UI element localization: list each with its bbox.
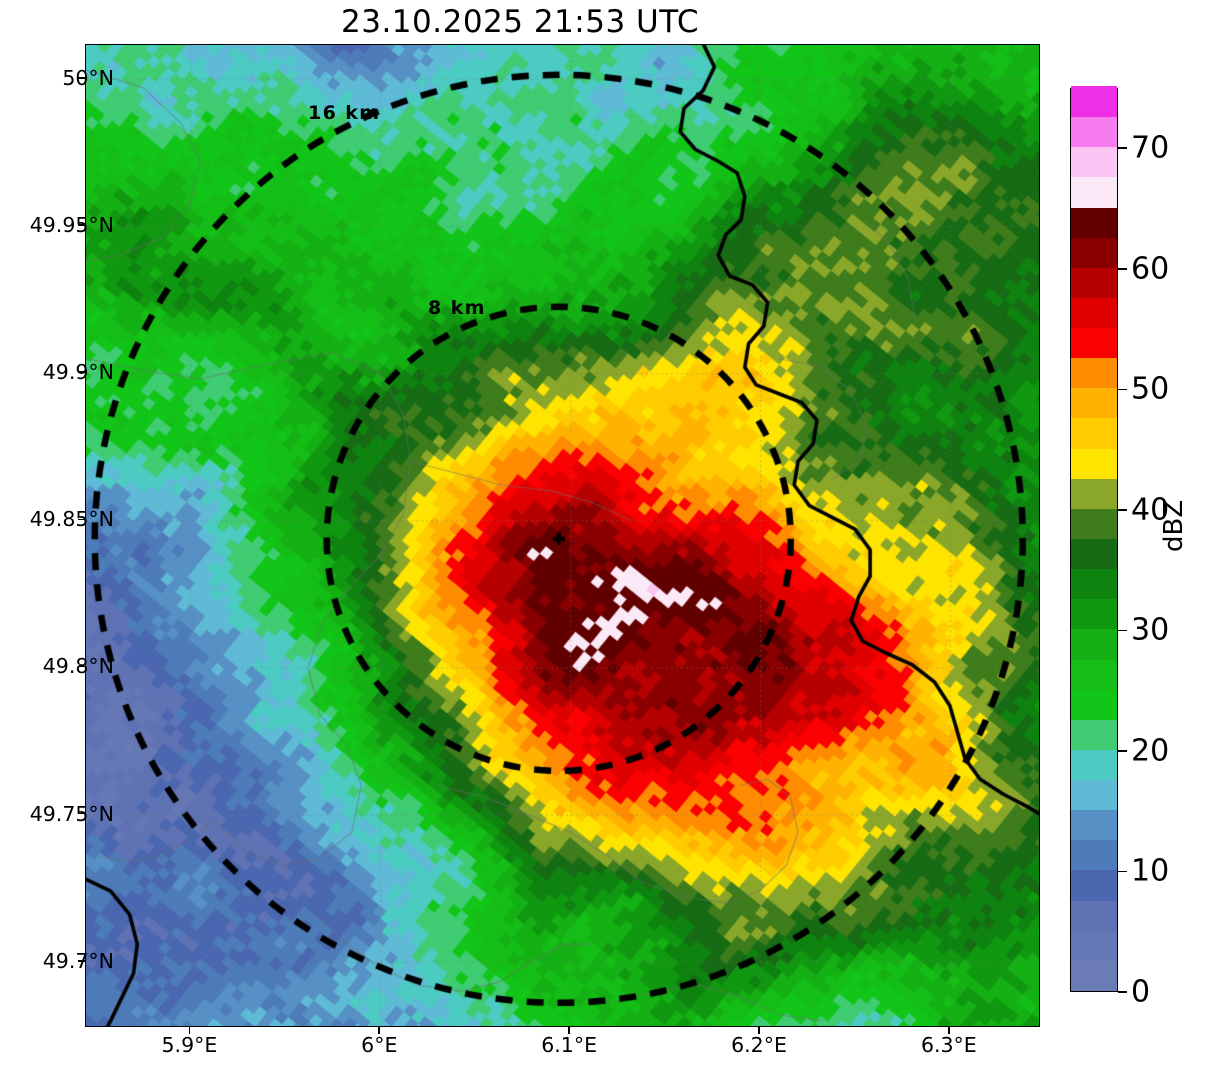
- latitude-tick-mark: [78, 224, 85, 226]
- colorbar-band: [1071, 839, 1117, 871]
- latitude-tick-mark: [78, 518, 85, 521]
- colorbar-band: [1071, 508, 1117, 539]
- colorbar-band: [1071, 568, 1117, 600]
- colorbar-band: [1071, 417, 1117, 449]
- colorbar-band: [1071, 538, 1117, 570]
- colorbar-tick-label: 20: [1131, 733, 1170, 769]
- colorbar-tick-mark: [1118, 268, 1127, 270]
- latitude-tick-mark: [78, 665, 85, 668]
- colorbar-band: [1071, 749, 1117, 781]
- latitude-tick-label: 49.75°N: [29, 801, 114, 826]
- colorbar-band: [1071, 779, 1117, 811]
- longitude-tick-label: 6.2°E: [731, 1033, 787, 1057]
- longitude-tick-mark: [378, 1027, 381, 1034]
- colorbar-band: [1071, 237, 1117, 268]
- colorbar-tick-mark: [1118, 509, 1127, 511]
- latitude-tick-mark: [78, 77, 85, 79]
- colorbar-tick-mark: [1118, 750, 1127, 752]
- colorbar-tick-label: 50: [1131, 371, 1170, 407]
- colorbar-band: [1071, 176, 1117, 208]
- latitude-tick-mark: [78, 959, 85, 962]
- colorbar-band: [1071, 267, 1117, 298]
- colorbar-band: [1071, 689, 1117, 720]
- colorbar-tick-mark: [1118, 147, 1127, 150]
- colorbar-band: [1071, 146, 1117, 178]
- colorbar-band: [1071, 930, 1117, 961]
- colorbar-tick-label: 30: [1131, 612, 1170, 648]
- range-ring-label-16km: 16 km: [308, 102, 381, 124]
- colorbar-tick-label: 60: [1131, 251, 1170, 287]
- radar-plot-area: 16 km 8 km: [85, 44, 1040, 1027]
- latitude-tick-mark: [78, 812, 85, 815]
- latitude-tick-label: 49.95°N: [29, 213, 114, 237]
- longitude-tick-label: 5.9°E: [161, 1033, 218, 1057]
- colorbar-band: [1071, 297, 1117, 329]
- longitude-tick-mark: [188, 1027, 191, 1034]
- colorbar-band: [1071, 960, 1117, 991]
- colorbar-band: [1071, 448, 1117, 479]
- range-ring-label-8km: 8 km: [428, 297, 486, 319]
- colorbar-tick-label: 10: [1131, 853, 1170, 889]
- colorbar-band: [1071, 719, 1117, 750]
- latitude-tick-label: 49.7°N: [42, 948, 114, 973]
- colorbar-band: [1071, 357, 1117, 389]
- colorbar-band: [1071, 628, 1117, 660]
- colorbar-tick-mark: [1118, 870, 1127, 873]
- colorbar-tick-mark: [1118, 991, 1127, 993]
- latitude-tick-label: 49.85°N: [29, 507, 114, 532]
- colorbar-band: [1071, 900, 1117, 931]
- longitude-tick-label: 6.1°E: [541, 1033, 598, 1057]
- latitude-tick-label: 49.9°N: [42, 360, 114, 385]
- colorbar-tick-mark: [1118, 629, 1127, 632]
- colorbar-band: [1071, 598, 1117, 630]
- colorbar-tick-label: 70: [1131, 130, 1170, 166]
- colorbar-band: [1071, 116, 1117, 148]
- latitude-tick-mark: [78, 371, 85, 373]
- colorbar-band: [1071, 327, 1117, 359]
- colorbar-tick-label: 0: [1131, 974, 1151, 1010]
- longitude-tick-label: 6°E: [361, 1033, 398, 1057]
- colorbar-tick-label: 40: [1131, 492, 1170, 528]
- colorbar-band: [1071, 809, 1117, 841]
- latitude-tick-label: 49.8°N: [42, 654, 114, 679]
- colorbar-band: [1071, 658, 1117, 690]
- longitude-tick-mark: [568, 1027, 570, 1034]
- colorbar-axis-label: dBZ: [1159, 499, 1189, 552]
- colorbar-tick-mark: [1118, 388, 1127, 391]
- colorbar-band: [1071, 86, 1117, 118]
- colorbar-band: [1071, 478, 1117, 509]
- longitude-tick-mark: [758, 1027, 760, 1034]
- page-title: 23.10.2025 21:53 UTC: [341, 4, 699, 40]
- colorbar-band: [1071, 869, 1117, 901]
- latitude-tick-label: 50°N: [62, 65, 114, 90]
- radar-reflectivity-canvas: [86, 45, 1039, 1026]
- colorbar-band: [1071, 206, 1117, 238]
- longitude-tick-label: 6.3°E: [920, 1033, 977, 1057]
- longitude-tick-mark: [948, 1027, 950, 1034]
- colorbar: [1070, 86, 1118, 992]
- colorbar-band: [1071, 387, 1117, 419]
